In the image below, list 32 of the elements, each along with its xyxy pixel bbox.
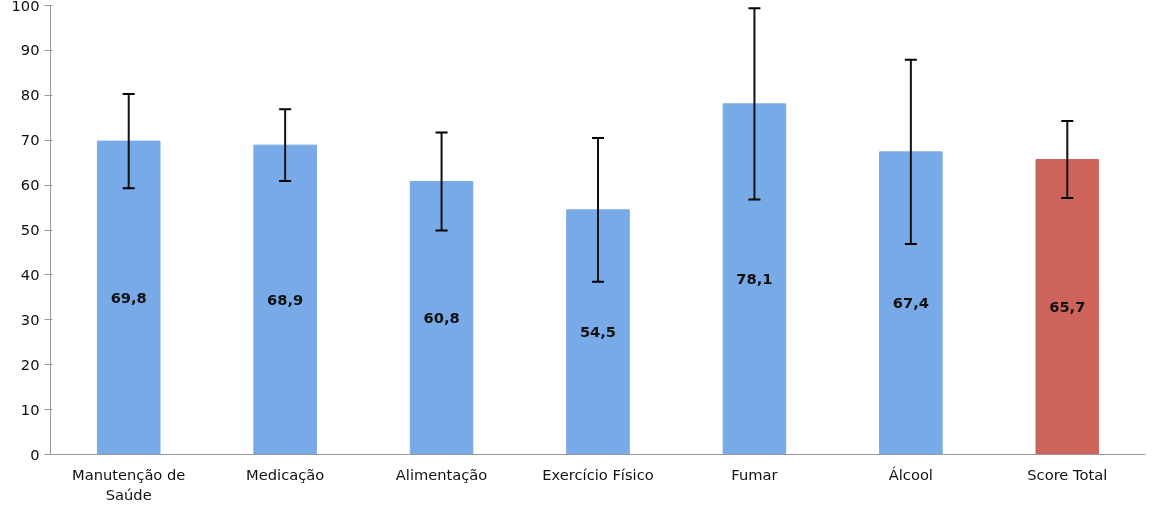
x-tick-label: Fumar: [731, 465, 779, 483]
y-tick-label: 20: [20, 355, 40, 373]
y-tick-label: 10: [20, 400, 40, 418]
data-label: 67,4: [892, 294, 929, 312]
bar: [566, 209, 630, 455]
data-label: 78,1: [736, 270, 773, 288]
y-tick-label: 90: [20, 41, 40, 59]
bar: [409, 181, 474, 455]
y-tick-label: 80: [20, 86, 40, 104]
x-tick-label: Exercício Físico: [542, 465, 654, 483]
data-label: 68,9: [267, 290, 304, 308]
data-label: 65,7: [1049, 298, 1086, 315]
bar: [253, 144, 317, 455]
y-tick-label: 40: [20, 265, 40, 283]
data-label: 60,8: [423, 309, 460, 326]
y-tick-label: 30: [20, 310, 40, 328]
x-tick-label: Manutenção de Saúde: [72, 465, 186, 503]
y-tick-label: 0: [30, 445, 40, 463]
data-label: 69,8: [110, 288, 147, 306]
bar: [879, 151, 943, 455]
bar: [96, 140, 161, 455]
y-tick-label: 50: [20, 221, 40, 238]
x-tick-label: Alimentação: [395, 465, 488, 483]
x-tick-label: Score Total: [1027, 465, 1108, 483]
bar: [722, 103, 787, 455]
y-tick-label: 100: [11, 0, 40, 14]
bar: [1035, 159, 1100, 455]
x-tick-label: Álcool: [888, 465, 933, 483]
data-label: 54,5: [579, 323, 617, 341]
y-tick-label: 60: [20, 176, 40, 194]
x-tick-label: Medicação: [246, 465, 325, 483]
y-tick-label: 70: [20, 131, 40, 149]
